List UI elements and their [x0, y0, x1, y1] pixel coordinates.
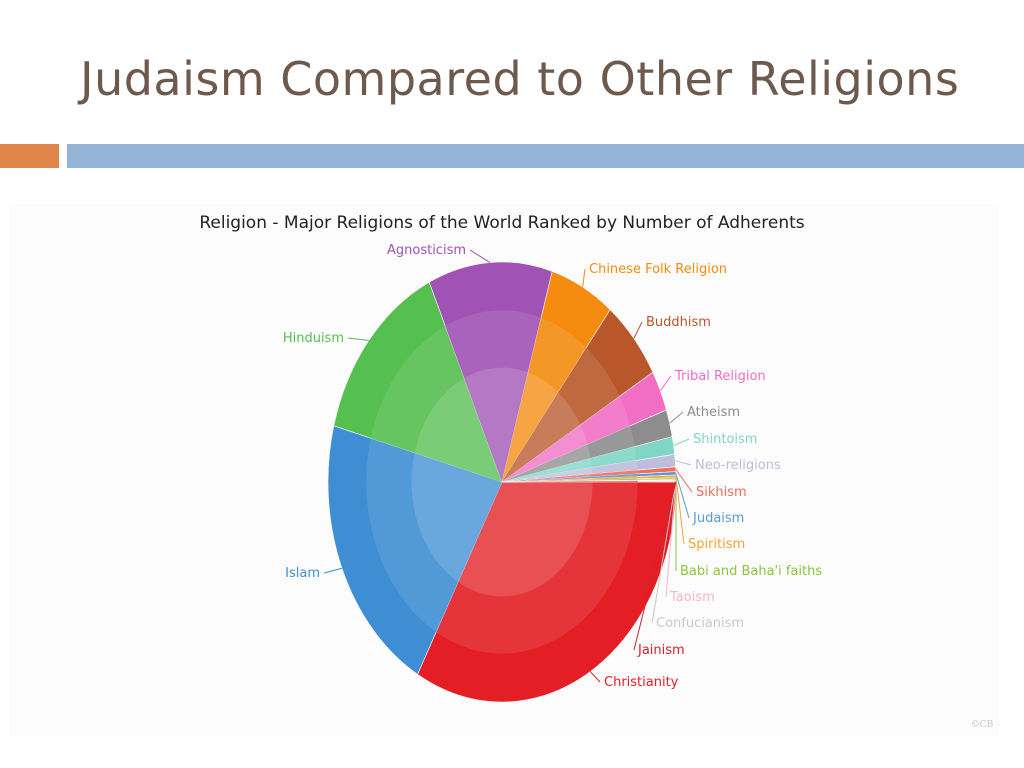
pie-slice-chinese-folk-religion — [501, 270, 611, 483]
pie-leader-buddhism — [633, 321, 643, 339]
pie-leader-atheism — [669, 411, 684, 424]
pie-slice-agnosticism-inner — [464, 367, 529, 482]
pie-slice-atheism-inner — [502, 444, 591, 482]
pie-label-taoism: Taoism — [669, 590, 715, 605]
pie-leader-jainism — [633, 481, 677, 651]
slide-title: Judaism Compared to Other Religions — [80, 52, 960, 106]
chart-watermark: ©CB — [971, 720, 994, 730]
pie-slice-christianity-inner — [458, 482, 593, 597]
pie-slice-spiritism-inner — [502, 478, 593, 482]
pie-leader-christianity — [589, 671, 601, 683]
pie-leader-spiritism — [675, 476, 685, 545]
pie-slice-agnosticism — [428, 261, 553, 484]
pie-label-tribal-religion: Tribal Religion — [674, 369, 766, 384]
pie-leader-confucianism — [651, 480, 677, 624]
pie-label-chinese-folk-religion: Chinese Folk Religion — [589, 262, 727, 277]
pie-slice-islam — [327, 425, 503, 675]
pie-slice-hinduism-inner — [414, 378, 502, 482]
pie-label-neo-religions: Neo-religions — [695, 458, 781, 473]
pie-labels: Christianity Islam Hinduism Agnosticism Chin… — [283, 243, 823, 690]
pie-leader-taoism — [665, 479, 677, 598]
pie-slice-sikhism — [501, 466, 677, 483]
pie-label-islam: Islam — [285, 566, 320, 581]
pie-leader-neo-religions — [675, 460, 692, 466]
pie-slice-chinese-folk-religion-inner — [502, 372, 559, 482]
pie-leader-chinese-folk-religion — [582, 268, 586, 288]
pie-slice-buddhism-inner — [502, 392, 581, 482]
pie-leader-hinduism — [347, 337, 369, 341]
pie-slice-judaism-inner — [502, 476, 593, 482]
pie-label-christianity: Christianity — [604, 675, 679, 690]
pie-label-sikhism: Sikhism — [696, 485, 747, 500]
pie-leader-judaism — [675, 473, 690, 519]
pie-label-babi-and-baha-i-faiths: Babi and Baha'i faiths — [680, 564, 822, 579]
pie-leader-tribal-religion — [659, 375, 672, 391]
pie-label-agnosticism: Agnosticism — [387, 243, 466, 258]
pie-slices — [327, 261, 677, 703]
pie-slice-shintoism-inner — [502, 458, 592, 482]
pie-slice-hinduism — [333, 281, 503, 483]
pie-slice-neo-religions — [501, 454, 676, 483]
pie-slice-sikhism-inner — [502, 474, 593, 482]
pie-slice-neo-religions-inner — [502, 467, 593, 482]
accent-bar-orange — [0, 144, 59, 168]
pie-slice-tribal-religion — [501, 371, 667, 483]
pie-label-atheism: Atheism — [687, 405, 740, 420]
chart-title: Religion - Major Religions of the World … — [199, 213, 804, 233]
pie-label-confucianism: Confucianism — [656, 616, 744, 631]
pie-leader-agnosticism — [469, 249, 491, 263]
pie-label-hinduism: Hinduism — [283, 331, 344, 346]
pie-label-shintoism: Shintoism — [693, 432, 757, 447]
pie-slice-atheism — [501, 409, 673, 483]
pie-slice-tribal-religion-inner — [502, 424, 588, 482]
pie-label-jainism: Jainism — [637, 643, 685, 658]
pie-label-buddhism: Buddhism — [646, 315, 711, 330]
pie-slice-islam-inner — [411, 452, 502, 583]
pie-label-judaism: Judaism — [692, 511, 744, 526]
accent-bar-blue — [67, 144, 1024, 168]
pie-slice-shintoism — [501, 436, 675, 483]
pie-leader-shintoism — [673, 438, 690, 446]
pie-label-spiritism: Spiritism — [688, 537, 745, 552]
pie-leader-sikhism — [675, 468, 693, 493]
pie-leader-islam — [323, 567, 343, 574]
pie-slice-christianity — [417, 481, 677, 703]
